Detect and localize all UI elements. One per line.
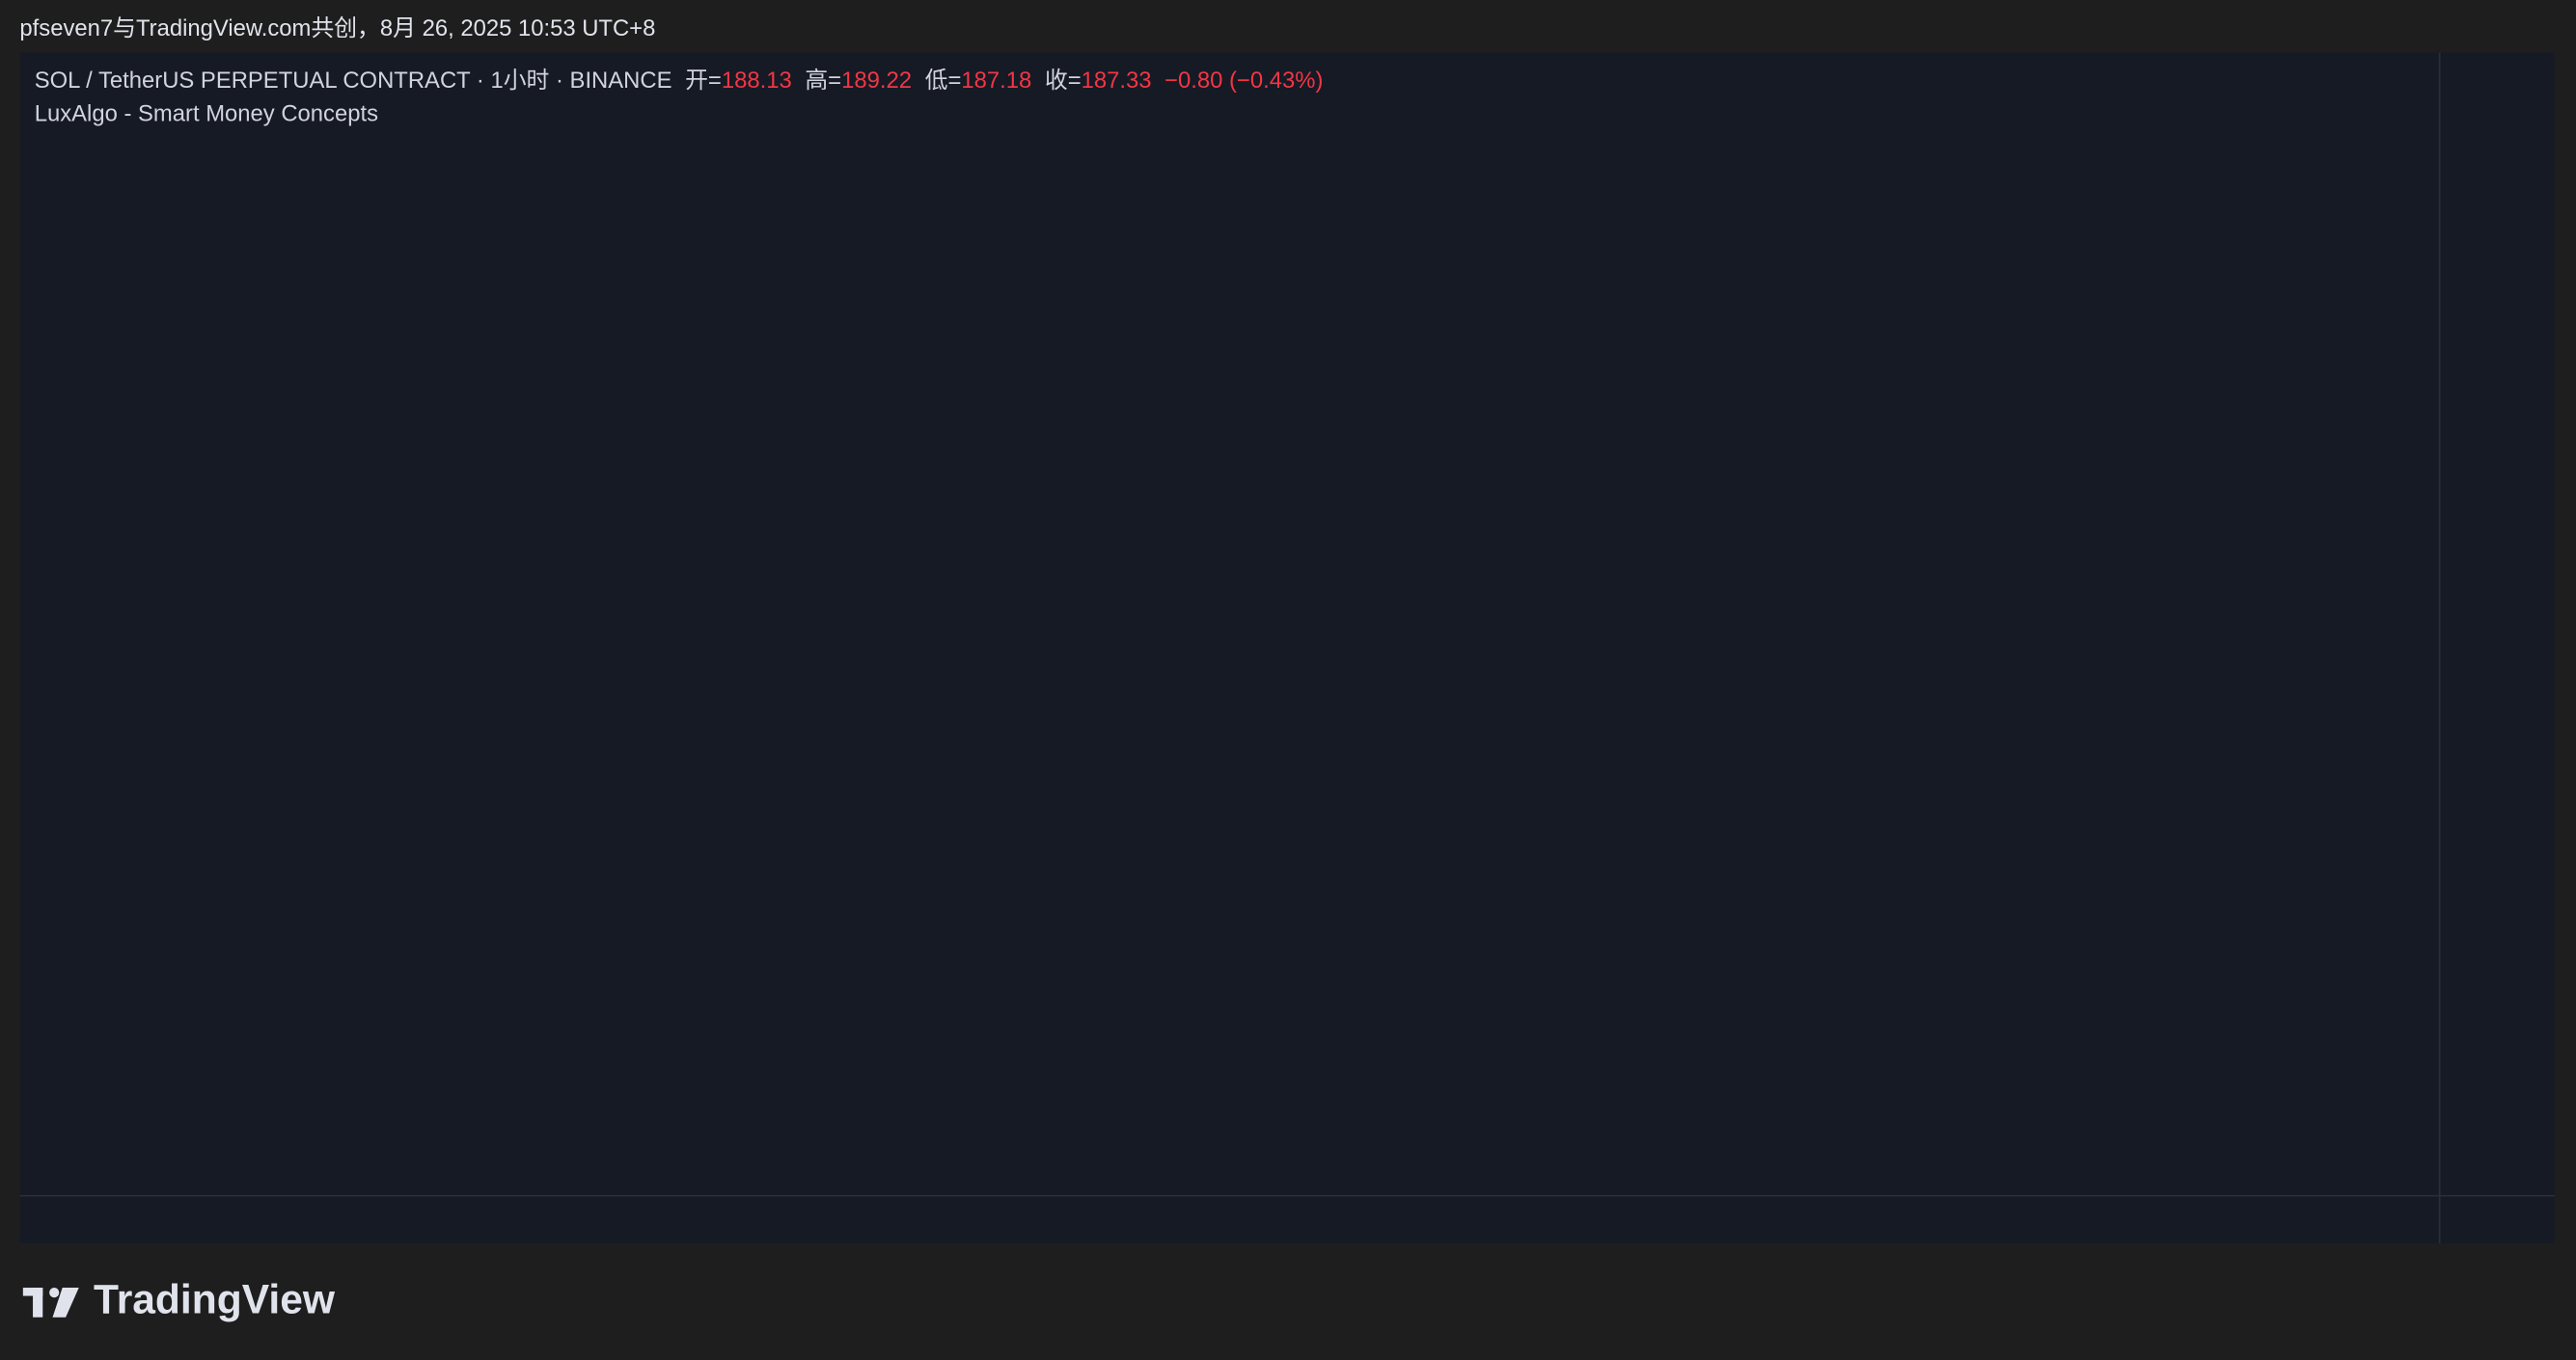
brand-logo	[22, 1288, 79, 1318]
plot-area	[19, 52, 2440, 1196]
ohlc-label: 低=	[925, 68, 962, 94]
logo-part	[33, 1288, 43, 1318]
brand: TradingView	[94, 1277, 336, 1323]
ohlc-value: 187.33	[1082, 68, 1152, 94]
ohlc-value: 189.22	[841, 68, 912, 94]
ohlc-label: 开=	[685, 68, 722, 94]
ohlc-label: 收=	[1045, 68, 1082, 94]
ohlc-value: 187.18	[961, 68, 1031, 94]
symbol-title: SOL / TetherUS PERPETUAL CONTRACT · 1小时 …	[35, 68, 672, 94]
price-axis	[2439, 52, 2555, 1196]
legend: SOL / TetherUS PERPETUAL CONTRACT · 1小时 …	[35, 68, 1324, 94]
ohlc-label: 高=	[805, 68, 841, 94]
ohlc-value: 188.13	[722, 68, 792, 94]
change: −0.80 (−0.43%)	[1165, 68, 1323, 94]
logo-part	[52, 1288, 79, 1318]
time-axis	[19, 1195, 2555, 1244]
indicator-name: LuxAlgo - Smart Money Concepts	[35, 101, 378, 127]
header-text: pfseven7与TradingView.com共创，8月 26, 2025 1…	[19, 15, 655, 41]
logo-part	[49, 1288, 60, 1298]
